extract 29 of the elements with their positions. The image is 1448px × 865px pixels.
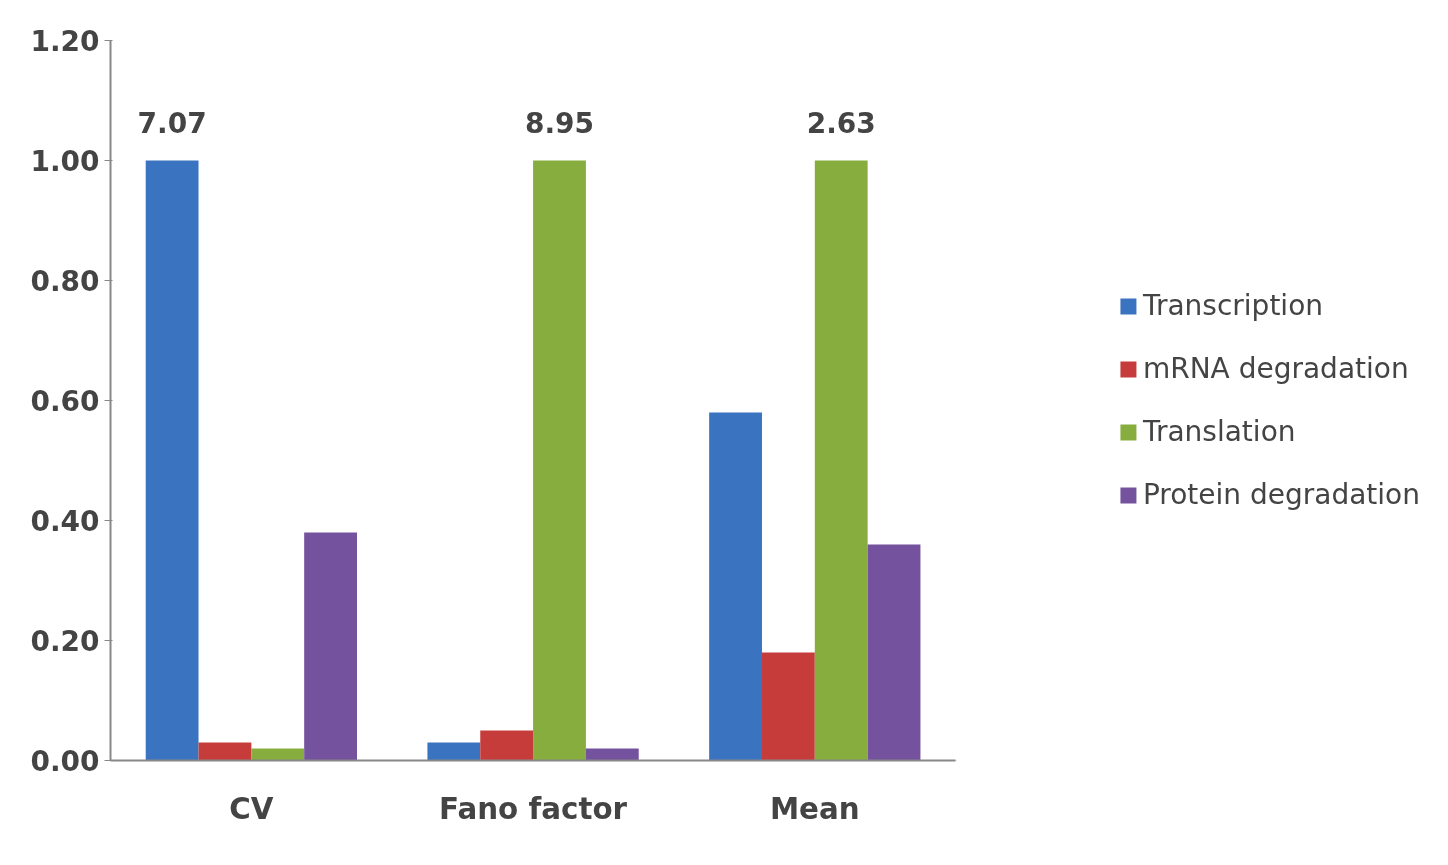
bar — [585, 748, 639, 761]
x-tick-label: CV — [229, 791, 274, 826]
bar — [533, 160, 586, 761]
x-tick-label: Mean — [769, 791, 860, 826]
bar — [867, 544, 921, 761]
y-tick-label: 1.00 — [30, 145, 100, 178]
bar — [814, 160, 868, 761]
y-tick-label: 0.60 — [30, 385, 100, 418]
bar — [198, 742, 252, 761]
annotation: 2.63 — [806, 106, 876, 140]
bar — [145, 160, 199, 761]
bar — [251, 748, 305, 761]
y-tick-label: 0.20 — [30, 625, 100, 658]
annotation: 7.07 — [137, 106, 207, 140]
bar — [761, 652, 815, 761]
annotation: 8.95 — [524, 106, 595, 140]
bar — [480, 730, 534, 761]
legend-label: Protein degradation — [1142, 478, 1420, 511]
x-tick-label: Fano factor — [439, 791, 628, 826]
legend-label: mRNA degradation — [1142, 352, 1409, 385]
y-tick-label: 0.00 — [30, 745, 100, 778]
bar — [427, 742, 481, 761]
y-tick-label: 0.40 — [30, 505, 100, 538]
bar — [709, 412, 762, 761]
y-tick-label: 1.20 — [30, 25, 100, 58]
legend-label: Translation — [1142, 415, 1296, 448]
y-tick-label: 0.80 — [30, 265, 100, 298]
bar — [304, 532, 358, 761]
legend-label: Transcription — [1142, 289, 1324, 322]
